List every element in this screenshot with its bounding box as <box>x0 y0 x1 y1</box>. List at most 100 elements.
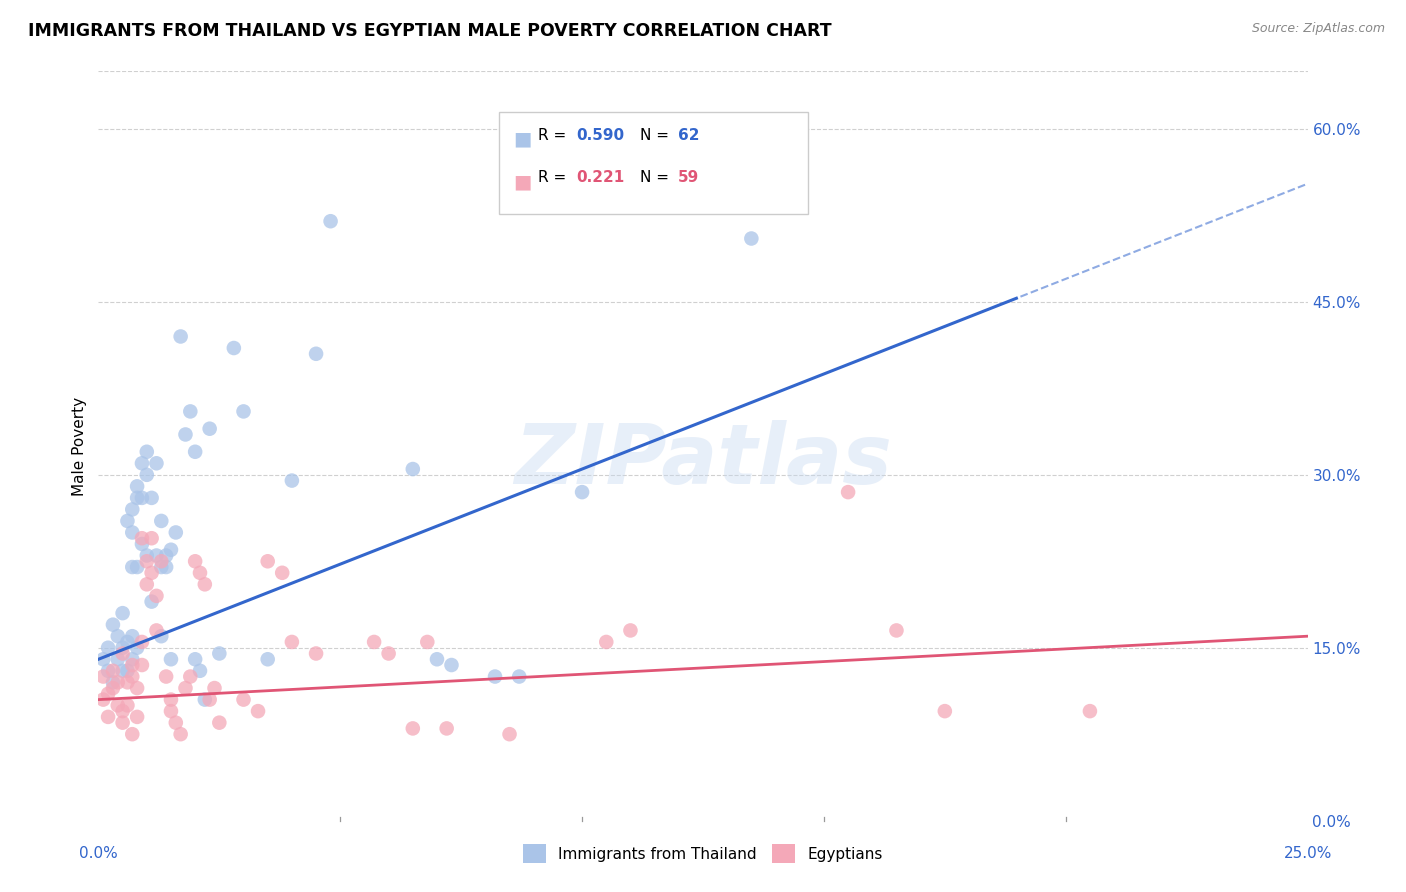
Point <box>145 456 167 470</box>
Point <box>934 704 956 718</box>
Text: ■: ■ <box>513 172 531 191</box>
Point <box>208 715 231 730</box>
Point <box>160 542 183 557</box>
Point <box>91 669 114 683</box>
Point <box>194 692 217 706</box>
Text: N =: N = <box>640 170 673 186</box>
Point <box>169 329 191 343</box>
Point <box>619 624 641 638</box>
Point <box>436 722 458 736</box>
Point <box>165 715 187 730</box>
Point <box>160 652 183 666</box>
Point <box>160 692 183 706</box>
Point <box>141 491 163 505</box>
Point <box>131 658 153 673</box>
Point <box>107 698 129 713</box>
Point <box>305 347 328 361</box>
Point <box>135 549 157 563</box>
Point <box>165 525 187 540</box>
Text: N =: N = <box>640 128 673 143</box>
Point <box>121 525 143 540</box>
Point <box>117 635 139 649</box>
Point <box>837 485 859 500</box>
Point <box>121 669 143 683</box>
Point <box>117 698 139 713</box>
Point <box>363 635 385 649</box>
Point <box>127 640 149 655</box>
Point <box>141 531 163 545</box>
Point <box>135 577 157 591</box>
Point <box>402 462 425 476</box>
Point <box>179 404 201 418</box>
Point <box>208 647 231 661</box>
Point <box>150 560 173 574</box>
Point <box>111 647 134 661</box>
Point <box>184 444 207 458</box>
Point <box>131 635 153 649</box>
Point <box>135 444 157 458</box>
Text: R =: R = <box>538 128 572 143</box>
Point <box>155 669 177 683</box>
Point <box>97 664 120 678</box>
Point <box>150 629 173 643</box>
Point <box>127 491 149 505</box>
Point <box>127 479 149 493</box>
Point <box>256 554 278 568</box>
Point <box>416 635 439 649</box>
Point <box>97 640 120 655</box>
Point <box>222 341 245 355</box>
Point <box>131 531 153 545</box>
Point <box>91 652 114 666</box>
Text: 62: 62 <box>678 128 699 143</box>
Text: 0.221: 0.221 <box>576 170 624 186</box>
Point <box>155 549 177 563</box>
Text: ■: ■ <box>513 129 531 148</box>
Legend: Immigrants from Thailand, Egyptians: Immigrants from Thailand, Egyptians <box>517 838 889 869</box>
Point <box>127 681 149 695</box>
Point <box>145 589 167 603</box>
Point <box>169 727 191 741</box>
Point <box>160 704 183 718</box>
Point <box>1078 704 1101 718</box>
Point <box>111 715 134 730</box>
Point <box>150 514 173 528</box>
Point <box>121 629 143 643</box>
Point <box>426 652 449 666</box>
Point <box>117 675 139 690</box>
Point <box>97 687 120 701</box>
Point <box>247 704 270 718</box>
Point <box>595 635 617 649</box>
Point <box>135 554 157 568</box>
Point <box>121 502 143 516</box>
Point <box>111 704 134 718</box>
Point <box>107 629 129 643</box>
Point <box>111 640 134 655</box>
Point <box>188 664 211 678</box>
Text: 0.0%: 0.0% <box>79 846 118 861</box>
Point <box>101 681 124 695</box>
Point <box>127 560 149 574</box>
Point <box>281 635 304 649</box>
Point <box>886 624 908 638</box>
Y-axis label: Male Poverty: Male Poverty <box>72 396 87 496</box>
Point <box>508 669 530 683</box>
Point <box>571 485 593 500</box>
Text: 25.0%: 25.0% <box>1284 846 1331 861</box>
Point <box>91 692 114 706</box>
Point <box>174 427 197 442</box>
Point <box>740 231 762 245</box>
Point <box>271 566 294 580</box>
Text: R =: R = <box>538 170 576 186</box>
Point <box>198 422 221 436</box>
Point <box>117 514 139 528</box>
Point <box>101 617 124 632</box>
Text: ZIPatlas: ZIPatlas <box>515 420 891 501</box>
Point <box>184 554 207 568</box>
Point <box>184 652 207 666</box>
Point <box>174 681 197 695</box>
Point <box>402 722 425 736</box>
Point <box>498 727 520 741</box>
Point <box>232 404 254 418</box>
Point <box>121 560 143 574</box>
Point <box>131 537 153 551</box>
